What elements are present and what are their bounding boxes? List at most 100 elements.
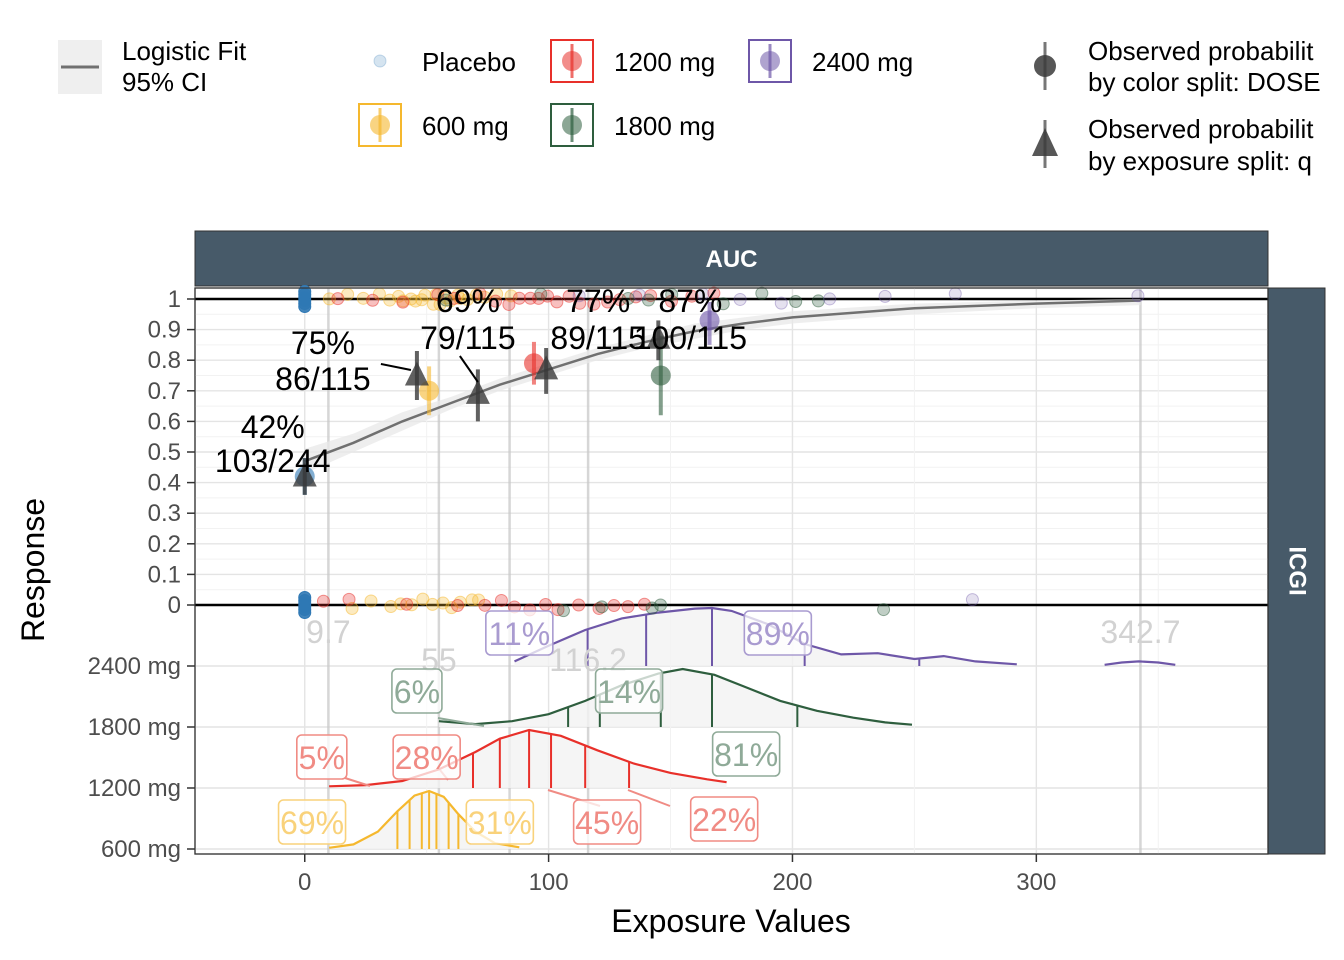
legend-1200-label: 1200 mg	[614, 47, 715, 77]
legend-600-swatch	[370, 115, 390, 135]
dose-row-label: 1200 mg	[88, 775, 181, 802]
jitter-point	[621, 291, 635, 305]
jitter-point	[489, 294, 503, 308]
density-curve-tail	[1104, 660, 1176, 666]
jitter-point	[733, 292, 747, 306]
jitter-point	[342, 592, 356, 606]
y-tick-label: 0.9	[148, 317, 181, 344]
percent-label-leader	[344, 777, 371, 787]
jitter-point	[595, 600, 609, 614]
jitter-point	[877, 603, 891, 617]
legend-fit-ci-label: 95% CI	[122, 67, 207, 97]
jitter-point	[645, 601, 659, 615]
fit-layer	[304, 299, 1141, 474]
jitter-point	[465, 593, 479, 607]
jitter-point	[607, 599, 621, 613]
jitter-point	[572, 289, 586, 303]
jitter-point	[556, 604, 570, 618]
legend-observed-exposure: Observed probabilit by exposure split: q	[1032, 114, 1314, 176]
jitter-point	[789, 294, 803, 308]
jitter-point	[632, 288, 646, 302]
jitter-point	[494, 593, 508, 607]
density-percent-label: 5%	[299, 740, 345, 776]
dose-row-label: 600 mg	[101, 836, 181, 863]
jitter-point	[364, 594, 378, 608]
legend-observed-dose-line1: Observed probabilit	[1088, 36, 1314, 66]
strip-top-label: AUC	[706, 246, 758, 273]
jitter-layer	[298, 285, 1145, 619]
exposure-percent-label: 75%	[291, 325, 355, 361]
facet-strip-top: AUC	[194, 230, 1269, 287]
exposure-observed-triangle	[646, 324, 671, 349]
percent-label-box	[711, 731, 781, 777]
legend-observed-dose-line2: by color split: DOSE	[1088, 67, 1321, 97]
x-axis-title: Exposure Values	[611, 903, 851, 939]
exposure-percent-label: 77%	[566, 283, 630, 319]
legend-dose-1800: 1800 mg	[550, 103, 715, 147]
exposure-fraction-label: 79/115	[420, 320, 516, 356]
jitter-point	[587, 297, 601, 311]
exposure-fraction-label: 89/115	[550, 320, 646, 356]
jitter-point	[562, 289, 576, 303]
jitter-point	[502, 297, 516, 311]
density-fill	[438, 669, 912, 727]
percent-label-box	[689, 796, 759, 842]
jitter-point	[451, 598, 465, 612]
legend-dose-placebo: Placebo	[373, 47, 516, 77]
legend-dose-1200: 1200 mg	[550, 39, 715, 83]
dose-observed-point	[419, 380, 440, 401]
exposure-percent-label: 69%	[436, 283, 500, 319]
jitter-point	[707, 286, 721, 300]
y-tick-label: 0.2	[148, 531, 181, 558]
jitter-point	[716, 297, 730, 311]
grid-layer	[195, 288, 1268, 854]
percent-label-box	[392, 734, 461, 780]
exposure-percent-label: 42%	[241, 409, 305, 445]
legend-600-label: 600 mg	[422, 111, 509, 141]
legend-600-box	[358, 103, 402, 147]
percent-label-box	[594, 668, 664, 714]
legend-dose-600: 600 mg	[358, 103, 509, 147]
logistic-fit-line	[304, 299, 1141, 463]
jitter-point	[418, 288, 432, 302]
label-layer: 9.755 116.2342.742%103/24475%86/11569%79/…	[215, 283, 1180, 845]
density-percent-label: 81%	[714, 737, 778, 773]
legend-placebo-label: Placebo	[422, 47, 516, 77]
legend-observed-exposure-line2: by exposure split: q	[1088, 146, 1312, 176]
percent-label-box	[277, 799, 347, 845]
y-tick-label: 0.7	[148, 378, 181, 405]
jitter-point	[755, 286, 769, 300]
exposure-observed-triangle	[292, 462, 317, 487]
legend-observed-dose: Observed probabilit by color split: DOSE	[1034, 36, 1321, 97]
legend-observed-circle-icon	[1034, 55, 1056, 77]
jitter-point	[685, 289, 699, 303]
legend-fit-line-label: Logistic Fit	[122, 36, 247, 66]
density-percent-label: 31%	[468, 805, 532, 841]
y-tick-label: 0.4	[148, 470, 181, 497]
x-tick-label: 0	[298, 869, 311, 896]
jitter-point	[539, 598, 553, 612]
dose-observed-point	[699, 310, 720, 331]
legend-observed-triangle-icon	[1032, 128, 1058, 156]
percent-label-leader	[627, 789, 671, 807]
jitter-point	[878, 289, 892, 303]
x-tick-label: 100	[529, 869, 569, 896]
density-percent-label: 14%	[597, 674, 661, 710]
jitter-point	[811, 294, 825, 308]
exposure-observed-triangle	[465, 379, 490, 404]
density-percent-label: 28%	[395, 740, 459, 776]
annotation-leader	[380, 363, 412, 371]
jitter-point	[396, 295, 410, 309]
y-tick-label: 0.3	[148, 500, 181, 527]
jitter-point	[654, 598, 668, 612]
legend-1800-swatch	[562, 115, 582, 135]
percent-label-box	[485, 610, 554, 656]
exposure-observed-triangle	[534, 355, 559, 380]
density-curve	[438, 667, 913, 726]
facet-strip-right: ICGI	[1267, 287, 1326, 855]
density-percent-label: 22%	[692, 802, 756, 838]
jitter-point	[572, 598, 586, 612]
exposure-fraction-label: 103/244	[215, 443, 331, 479]
percent-label-box	[391, 668, 443, 714]
